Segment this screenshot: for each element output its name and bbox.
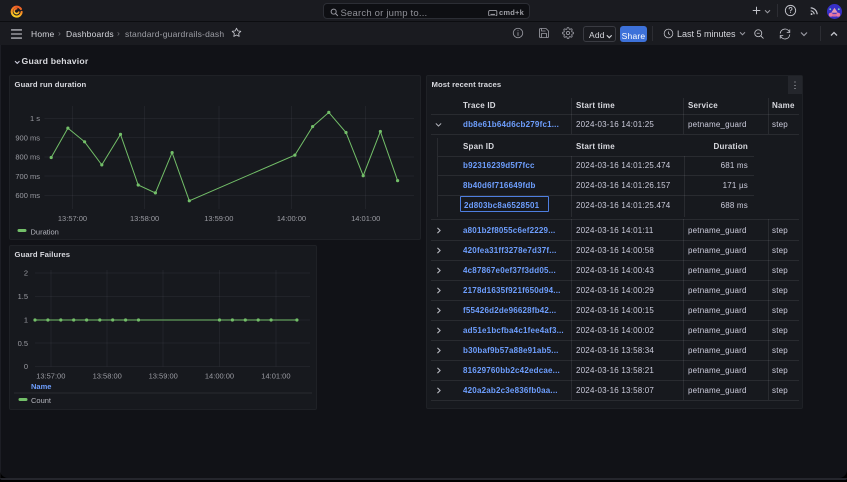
svg-text:13:58:00: 13:58:00 — [93, 372, 122, 381]
svg-text:13:57:00: 13:57:00 — [36, 372, 65, 381]
svg-text:13:59:00: 13:59:00 — [149, 372, 178, 381]
svg-text:1 s: 1 s — [30, 114, 40, 123]
svg-text:13:57:00: 13:57:00 — [58, 214, 87, 223]
svg-text:1: 1 — [24, 316, 28, 325]
svg-text:13:58:00: 13:58:00 — [130, 214, 159, 223]
svg-text:900 ms: 900 ms — [15, 133, 40, 142]
svg-text:0: 0 — [24, 362, 28, 371]
svg-text:Name: Name — [31, 382, 51, 391]
svg-text:1.5: 1.5 — [18, 292, 28, 301]
svg-text:14:00:00: 14:00:00 — [277, 214, 306, 223]
svg-text:600 ms: 600 ms — [15, 191, 40, 200]
svg-text:14:00:00: 14:00:00 — [205, 372, 234, 381]
svg-text:Count: Count — [31, 396, 52, 405]
svg-text:13:59:00: 13:59:00 — [204, 214, 233, 223]
svg-text:700 ms: 700 ms — [15, 172, 40, 181]
svg-text:14:01:00: 14:01:00 — [351, 214, 380, 223]
svg-text:800 ms: 800 ms — [15, 153, 40, 162]
svg-text:Duration: Duration — [31, 228, 59, 237]
svg-text:0.5: 0.5 — [18, 339, 28, 348]
svg-text:14:01:00: 14:01:00 — [261, 372, 290, 381]
svg-text:2: 2 — [24, 269, 28, 278]
